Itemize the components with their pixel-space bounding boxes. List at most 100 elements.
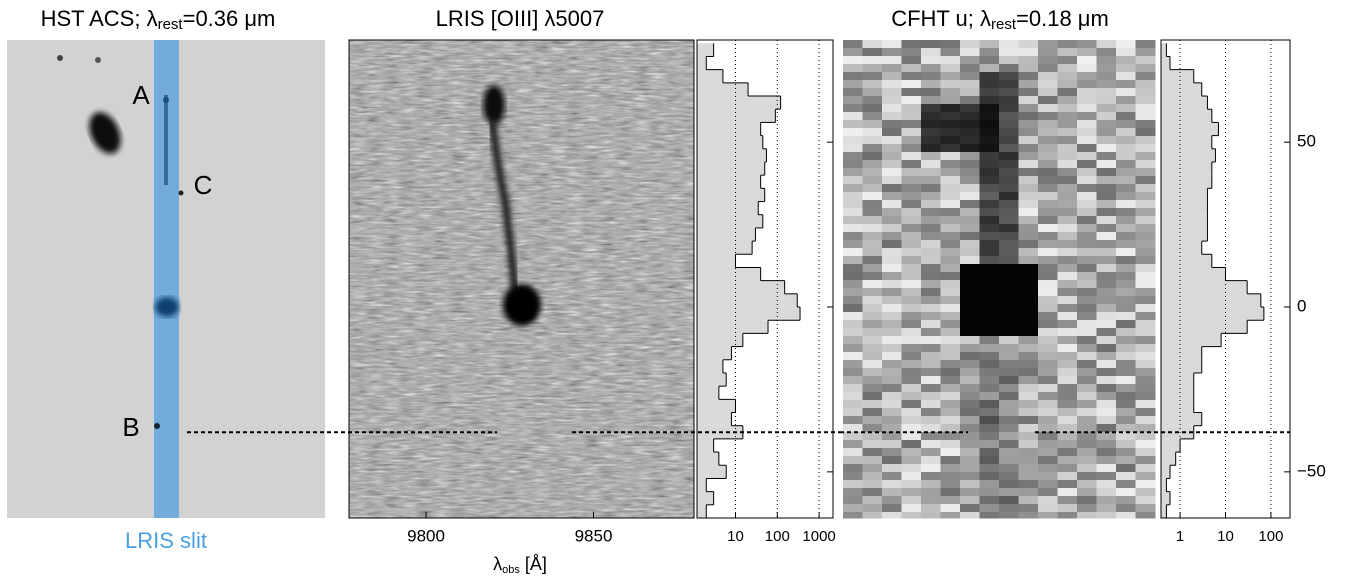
pixel <box>1038 312 1058 321</box>
pixel <box>1135 360 1156 369</box>
pixel <box>862 304 883 313</box>
bar <box>697 307 801 321</box>
pixel <box>1077 448 1097 457</box>
pixel <box>999 208 1019 217</box>
bar <box>697 214 763 228</box>
pixel <box>843 464 863 473</box>
pixel <box>901 240 922 249</box>
pixel <box>979 120 1000 129</box>
pixel <box>999 144 1019 153</box>
pixel <box>940 376 961 385</box>
pixel <box>999 368 1019 377</box>
pixel <box>1135 416 1156 425</box>
pixel <box>940 504 961 513</box>
bar <box>697 465 727 479</box>
pixel <box>843 312 863 321</box>
pixel <box>1135 456 1156 465</box>
bar <box>697 412 732 426</box>
pixel <box>1096 80 1117 89</box>
bar <box>697 56 707 70</box>
pixel <box>1135 192 1156 201</box>
title-part: HST ACS; λ <box>41 6 158 31</box>
pixel <box>882 80 902 89</box>
pixel <box>1096 40 1117 49</box>
pixel <box>1038 496 1058 505</box>
pixel <box>1038 440 1058 449</box>
pixel <box>960 136 980 145</box>
pixel <box>960 360 980 369</box>
pixel <box>940 384 961 393</box>
pixel <box>960 192 980 201</box>
pixel <box>940 208 961 217</box>
pixel <box>1096 432 1117 441</box>
pixel <box>1018 104 1039 113</box>
pixel <box>901 152 922 161</box>
pixel <box>901 304 922 313</box>
pixel <box>882 432 902 441</box>
bar <box>1161 267 1226 281</box>
pixel <box>1038 104 1058 113</box>
pixel <box>960 152 980 161</box>
pixel <box>843 400 863 409</box>
pixel <box>940 88 961 97</box>
pixel <box>1096 464 1117 473</box>
pixel <box>960 200 980 209</box>
pixel <box>862 416 883 425</box>
pixel <box>1135 136 1156 145</box>
pixel <box>999 424 1019 433</box>
frame <box>1160 39 1291 519</box>
pixel <box>1096 208 1117 217</box>
pixel <box>1018 456 1039 465</box>
pixel <box>882 48 902 57</box>
pixel <box>1135 216 1156 225</box>
pixel <box>1135 312 1156 321</box>
bar <box>1161 412 1202 426</box>
pixel <box>960 384 980 393</box>
pixel <box>1135 80 1156 89</box>
pixel <box>1116 504 1136 513</box>
pixel <box>862 176 883 185</box>
pixel <box>921 512 941 519</box>
pixel <box>1135 48 1156 57</box>
pixel <box>999 448 1019 457</box>
pixel <box>979 56 1000 65</box>
pixel <box>901 184 922 193</box>
pixel <box>1018 136 1039 145</box>
pixel <box>1057 40 1078 49</box>
pixel <box>940 184 961 193</box>
pixel <box>921 208 941 217</box>
pixel <box>921 384 941 393</box>
pixel <box>862 240 883 249</box>
pixel <box>999 152 1019 161</box>
pixel <box>882 136 902 145</box>
pixel <box>1077 344 1097 353</box>
pixel <box>940 256 961 265</box>
pixel <box>862 496 883 505</box>
pixel <box>1135 144 1156 153</box>
title-part: =0.18 μm <box>1016 6 1109 31</box>
pixel <box>1057 200 1078 209</box>
pixel <box>960 240 980 249</box>
pixel <box>960 96 980 105</box>
pixel <box>901 232 922 241</box>
pixel <box>1057 328 1078 337</box>
pixel <box>921 152 941 161</box>
pixel <box>1116 424 1136 433</box>
pixel <box>1038 336 1058 345</box>
pixel <box>940 232 961 241</box>
pixel <box>1038 208 1058 217</box>
galaxy <box>89 112 121 154</box>
pixel <box>960 480 980 489</box>
pixel <box>1038 424 1058 433</box>
pixel <box>843 216 863 225</box>
pixel <box>1116 264 1136 273</box>
pixel <box>1135 264 1156 273</box>
pixel <box>862 336 883 345</box>
bar <box>697 478 707 492</box>
pixel <box>979 64 1000 73</box>
pixel <box>862 200 883 209</box>
pixel <box>1038 448 1058 457</box>
pixel <box>1135 336 1156 345</box>
pixel <box>843 408 863 417</box>
pixel <box>921 168 941 177</box>
